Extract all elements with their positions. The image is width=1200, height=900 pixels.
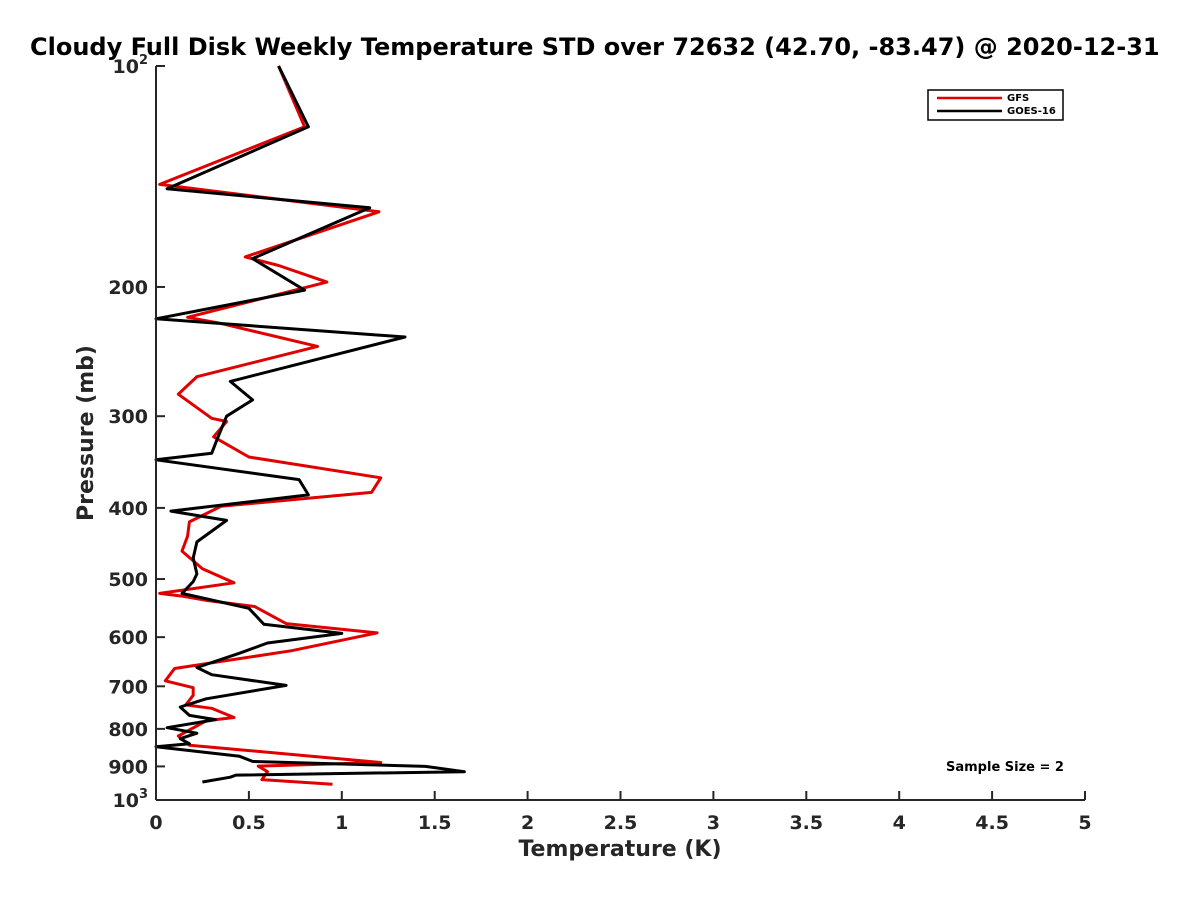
y-tick-label: 600 — [108, 627, 148, 649]
x-tick-label: 4.5 — [975, 812, 1009, 834]
x-tick-label: 2.5 — [604, 812, 638, 834]
legend: GFS GOES-16 — [927, 89, 1064, 121]
y-tick-label: 102 — [113, 53, 149, 78]
y-tick-label: 300 — [108, 406, 148, 428]
y-tick-label: 103 — [113, 787, 149, 812]
y-tick-label: 500 — [108, 569, 148, 591]
y-ticks: 102 200 300 400 500 600 700 800 900 103 — [108, 53, 165, 812]
plot-lines — [154, 65, 466, 786]
y-tick-label: 400 — [108, 498, 148, 520]
x-ticks: 0 0.5 1 1.5 2 2.5 3 3.5 4 4.5 5 — [149, 791, 1092, 834]
y-tick-label: 700 — [108, 676, 148, 698]
series-line-goes-16 — [154, 65, 466, 784]
legend-label-goes16: GOES-16 — [1007, 106, 1056, 117]
legend-box — [927, 89, 1064, 121]
x-tick-label: 2 — [521, 812, 534, 834]
x-tick-label: 1.5 — [418, 812, 452, 834]
series-line-gfs — [158, 65, 383, 786]
y-tick-label: 200 — [108, 277, 148, 299]
x-tick-label: 3 — [707, 812, 720, 834]
x-tick-label: 0 — [149, 812, 162, 834]
x-axis-label: Temperature (K) — [518, 837, 721, 862]
chart-title: Cloudy Full Disk Weekly Temperature STD … — [30, 33, 1160, 61]
y-tick-label: 800 — [108, 719, 148, 741]
x-tick-label: 4 — [893, 812, 906, 834]
y-axis-label: Pressure (mb) — [74, 345, 99, 521]
x-tick-label: 0.5 — [232, 812, 266, 834]
x-tick-label: 5 — [1078, 812, 1091, 834]
x-tick-label: 1 — [335, 812, 348, 834]
x-tick-label: 3.5 — [789, 812, 823, 834]
legend-label-gfs: GFS — [1007, 93, 1029, 104]
sample-size-annotation: Sample Size = 2 — [946, 760, 1064, 775]
y-tick-label: 900 — [108, 756, 148, 778]
